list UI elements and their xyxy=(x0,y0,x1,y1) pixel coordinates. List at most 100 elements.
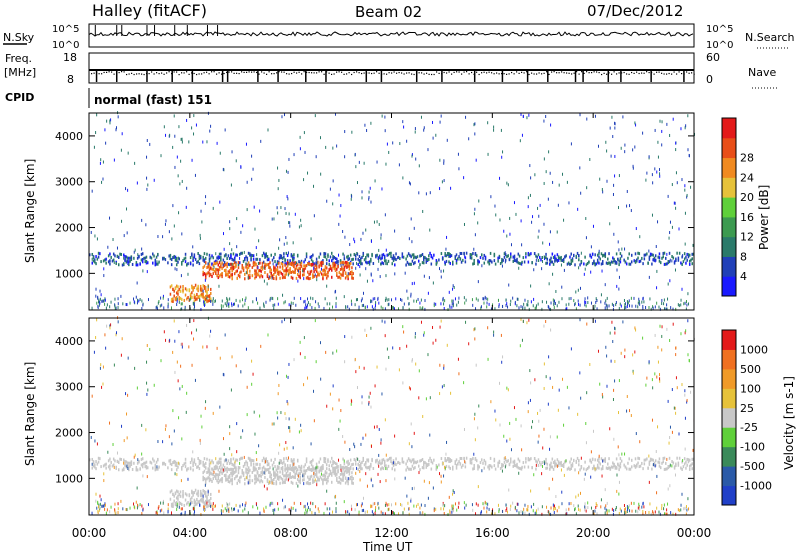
noise-spikes xyxy=(94,25,219,36)
power-cell xyxy=(208,295,211,299)
velocity-cell xyxy=(595,467,598,471)
power-cell xyxy=(203,264,206,268)
power-cell xyxy=(406,139,408,143)
power-cell xyxy=(686,303,688,307)
velocity-cell xyxy=(153,383,155,387)
power-cell xyxy=(573,254,575,258)
power-cell xyxy=(439,267,441,271)
velocity-cell xyxy=(317,465,319,469)
power-cell xyxy=(684,242,686,246)
power-cell xyxy=(231,257,233,261)
power-cell xyxy=(543,119,545,123)
power-cell xyxy=(672,256,675,260)
power-cell xyxy=(378,256,381,260)
power-cell xyxy=(141,260,144,264)
velocity-cell xyxy=(521,465,523,469)
velocity-cell xyxy=(499,423,501,427)
power-cell xyxy=(624,143,626,147)
power-cell xyxy=(490,307,492,311)
velocity-cell xyxy=(235,466,237,470)
velocity-cell xyxy=(449,459,451,463)
velocity-cell xyxy=(599,382,601,386)
power-cell xyxy=(181,297,183,301)
power-cell xyxy=(541,307,543,311)
power-cell xyxy=(612,307,614,311)
velocity-cell xyxy=(238,476,241,480)
velocity-cell xyxy=(542,464,544,468)
power-cell xyxy=(359,265,361,269)
power-cell xyxy=(532,215,534,219)
nave-dot xyxy=(478,73,480,76)
power-cell xyxy=(337,264,339,268)
velocity-cell xyxy=(120,499,122,503)
power-cell xyxy=(309,255,312,259)
velocity-cell xyxy=(232,507,234,511)
velocity-cell xyxy=(407,467,410,471)
nave-dot xyxy=(616,73,618,75)
power-cell xyxy=(302,273,304,277)
power-cell xyxy=(133,300,135,304)
power-cell xyxy=(162,256,164,260)
power-cell xyxy=(615,261,618,265)
velocity-cell xyxy=(364,328,366,332)
velocity-cell xyxy=(613,462,615,466)
velocity-cell xyxy=(191,457,193,461)
power-cell xyxy=(235,263,237,267)
power-cell xyxy=(304,266,307,270)
velocity-cell xyxy=(677,461,680,465)
power-cell xyxy=(612,193,614,197)
velocity-cell xyxy=(169,490,172,494)
power-cell xyxy=(375,254,377,258)
velocity-cell xyxy=(96,318,98,322)
power-cell xyxy=(356,298,358,302)
power-cell xyxy=(247,306,249,310)
power-cell xyxy=(197,260,199,264)
velocity-cell xyxy=(155,460,158,464)
power-cell xyxy=(602,254,604,258)
power-cell xyxy=(290,270,293,274)
velocity-cell xyxy=(663,503,665,507)
power-cell xyxy=(343,268,346,272)
velocity-cell xyxy=(661,461,663,465)
power-cell xyxy=(620,254,623,258)
velocity-cell xyxy=(287,402,289,406)
velocity-cell xyxy=(590,475,592,479)
velocity-cell xyxy=(219,356,221,360)
power-cell xyxy=(597,144,599,148)
power-cell xyxy=(137,298,139,302)
power-cell xyxy=(662,251,665,255)
power-cell xyxy=(215,252,217,256)
power-cell xyxy=(576,251,579,255)
power-cell xyxy=(522,305,524,309)
power-cell xyxy=(255,262,257,266)
velocity-cell xyxy=(252,468,255,472)
velocity-cell xyxy=(562,462,565,466)
velocity-cell xyxy=(181,507,183,511)
velocity-cell xyxy=(121,337,123,341)
velocity-cell xyxy=(158,465,160,469)
power-cell xyxy=(527,251,530,255)
velocity-cell xyxy=(126,508,128,512)
power-cell xyxy=(306,305,308,309)
velocity-cell xyxy=(125,465,128,469)
velocity-cell xyxy=(256,462,259,466)
power-cell xyxy=(283,252,285,256)
power-cell xyxy=(264,265,266,269)
power-cell xyxy=(595,300,597,304)
nave-dot xyxy=(453,71,455,74)
power-cell xyxy=(517,297,519,301)
velocity-cell xyxy=(176,473,178,477)
velocity-cell xyxy=(245,467,247,471)
power-cell xyxy=(285,169,287,173)
power-cell xyxy=(318,265,320,269)
velocity-cell xyxy=(682,465,685,469)
velocity-cell xyxy=(365,472,367,476)
velocity-cell xyxy=(128,468,130,472)
velocity-cell xyxy=(109,464,111,468)
velocity-cell xyxy=(103,504,105,508)
beam-title: Beam 02 xyxy=(355,3,422,21)
power-cell xyxy=(136,256,139,260)
velocity-cell xyxy=(571,462,574,466)
power-cell xyxy=(176,302,178,306)
velocity-cell xyxy=(102,365,104,369)
